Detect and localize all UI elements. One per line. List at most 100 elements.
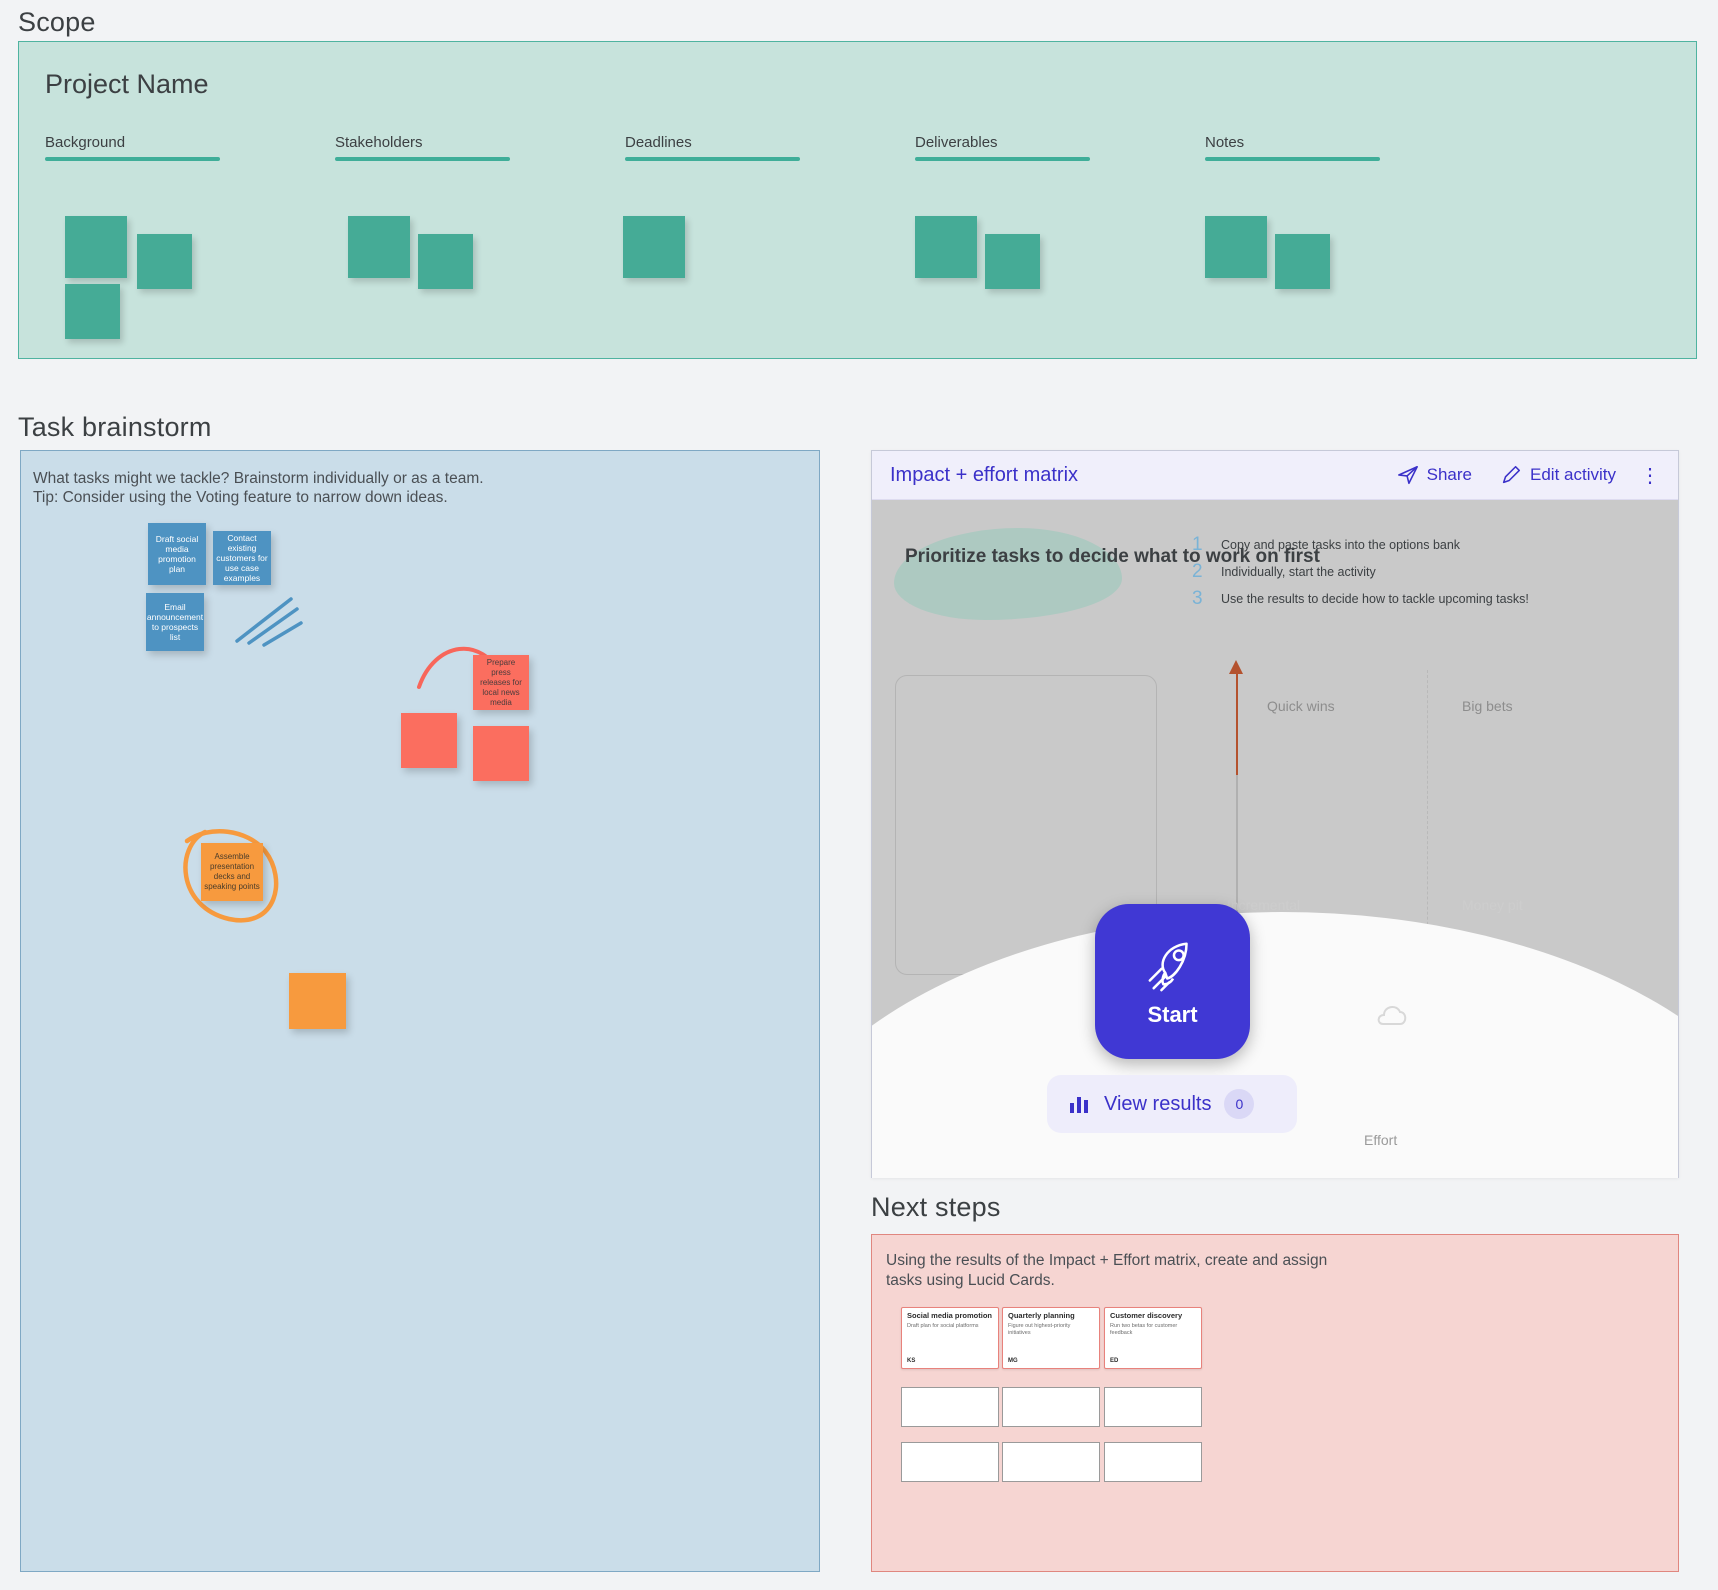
impact-axis — [1236, 670, 1238, 1090]
more-options-icon[interactable]: ⋮ — [1640, 464, 1660, 487]
sticky-note[interactable] — [137, 234, 192, 289]
matrix-plot-area: Quick wins Big bets Incremental Money pi… — [872, 650, 1678, 1178]
sticky-note-email-announcement[interactable]: Email announcement to prospects list — [146, 593, 204, 651]
rocket-icon — [1148, 941, 1188, 991]
card-owner: KS — [907, 1358, 916, 1364]
headline-blob-shape — [894, 528, 1122, 620]
scope-column-label: Deadlines — [625, 134, 692, 151]
scope-column-label: Deliverables — [915, 134, 998, 151]
scope-column-underline — [335, 157, 510, 161]
scope-column-underline — [1205, 157, 1380, 161]
sticky-note[interactable] — [985, 234, 1040, 289]
card-body: Run two betas for customer feedback — [1110, 1322, 1178, 1336]
step-text: Copy and paste tasks into the options ba… — [1221, 538, 1461, 552]
view-results-count-badge: 0 — [1224, 1089, 1255, 1119]
view-results-button[interactable]: View results 0 — [1047, 1075, 1297, 1133]
share-button[interactable]: Share — [1397, 464, 1472, 486]
quadrant-label-incremental: Incremental — [1227, 897, 1301, 913]
lucid-card-customer-discovery[interactable]: Customer discovery Run two betas for cus… — [1104, 1307, 1202, 1369]
sticky-note[interactable] — [348, 216, 410, 278]
project-name-heading[interactable]: Project Name — [45, 69, 209, 99]
edit-activity-button[interactable]: Edit activity — [1500, 464, 1616, 486]
scope-column-underline — [45, 157, 220, 161]
sticky-note-empty-orange[interactable] — [289, 973, 346, 1029]
card-owner: ED — [1110, 1358, 1119, 1364]
lucid-card-quarterly-planning[interactable]: Quarterly planning Figure out highest-pr… — [1002, 1307, 1100, 1369]
scope-column-underline — [625, 157, 800, 161]
pencil-icon — [1502, 465, 1521, 484]
step-number: 3 — [1192, 588, 1203, 609]
step-number: 2 — [1192, 561, 1203, 582]
view-results-label: View results — [1104, 1092, 1212, 1115]
impact-axis-highlight — [1236, 670, 1238, 775]
cloud-icon — [1377, 1006, 1407, 1025]
lucid-card-social-media-promotion[interactable]: Social media promotion Draft plan for so… — [901, 1307, 999, 1369]
matrix-step-1: 1 Copy and paste tasks into the options … — [1192, 534, 1461, 555]
brainstorm-instructions: What tasks might we tackle? Brainstorm i… — [33, 469, 484, 507]
next-steps-panel: Using the results of the Impact + Effort… — [871, 1234, 1679, 1572]
page-title-next-steps: Next steps — [871, 1192, 1001, 1222]
brainstorm-instruction-line-2: Tip: Consider using the Voting feature t… — [33, 489, 448, 506]
quadrant-label-money-pit: Money pit — [1462, 897, 1523, 913]
next-steps-instruction-line-2: tasks using Lucid Cards. — [886, 1272, 1055, 1289]
share-label: Share — [1426, 465, 1473, 484]
overlay-arc — [872, 912, 1678, 1178]
blank-card[interactable] — [901, 1442, 999, 1482]
next-steps-instructions: Using the results of the Impact + Effort… — [886, 1251, 1327, 1291]
step-text: Individually, start the activity — [1221, 565, 1376, 579]
step-number: 1 — [1192, 534, 1203, 555]
circle-annotation — [183, 829, 279, 923]
scope-column-notes: Notes — [1205, 134, 1380, 161]
card-title: Social media promotion — [907, 1311, 993, 1320]
card-body: Draft plan for social platforms — [907, 1322, 979, 1329]
card-body: Figure out highest-priority initiatives — [1008, 1322, 1071, 1336]
matrix-headline: Prioritize tasks to decide what to work … — [905, 546, 1320, 567]
send-icon — [1397, 465, 1418, 485]
start-button[interactable]: Start — [1095, 904, 1250, 1059]
page-title-task-brainstorm: Task brainstorm — [18, 412, 212, 442]
impact-effort-matrix-card: Impact + effort matrix Share Edit activi… — [871, 450, 1679, 1178]
matrix-title: Impact + effort matrix — [890, 463, 1079, 486]
scope-column-deadlines: Deadlines — [625, 134, 800, 161]
card-title: Customer discovery — [1110, 1311, 1183, 1320]
card-owner: MG — [1008, 1358, 1018, 1364]
scope-column-deliverables: Deliverables — [915, 134, 1090, 161]
scope-column-background: Background — [45, 134, 220, 161]
effort-axis-label: Effort — [1364, 1132, 1398, 1148]
blank-card[interactable] — [1104, 1442, 1202, 1482]
sticky-note-presentation-decks[interactable]: Assemble presentation decks and speaking… — [201, 843, 263, 901]
matrix-body: Prioritize tasks to decide what to work … — [872, 500, 1678, 1178]
scope-panel: Project Name Background Stakeholders Dea… — [18, 41, 1697, 359]
impact-axis-arrow-icon — [1229, 660, 1243, 674]
quadrant-divider-vertical — [1427, 670, 1428, 970]
sticky-note[interactable] — [915, 216, 977, 278]
edit-activity-label: Edit activity — [1530, 465, 1616, 484]
blank-card[interactable] — [901, 1387, 999, 1427]
bar-chart-icon — [1070, 1097, 1088, 1113]
sticky-note[interactable] — [623, 216, 685, 278]
quadrant-label-quick-wins: Quick wins — [1267, 698, 1335, 714]
brainstorm-instruction-line-1: What tasks might we tackle? Brainstorm i… — [33, 470, 484, 487]
blank-card[interactable] — [1002, 1387, 1100, 1427]
scope-column-label: Background — [45, 134, 126, 151]
sticky-note[interactable] — [1275, 234, 1330, 289]
sticky-note-empty-red-2[interactable] — [473, 726, 529, 781]
sticky-note[interactable] — [65, 216, 127, 278]
scribble-lines-annotation — [235, 597, 303, 647]
sticky-note-contact-customers[interactable]: Contact existing customers for use case … — [213, 531, 271, 585]
sticky-note[interactable] — [1205, 216, 1267, 278]
card-title: Quarterly planning — [1008, 1311, 1075, 1320]
sticky-note-empty-red-1[interactable] — [401, 713, 457, 768]
matrix-header: Impact + effort matrix Share Edit activi… — [872, 451, 1678, 500]
step-text: Use the results to decide how to tackle … — [1221, 592, 1529, 606]
blank-card[interactable] — [1002, 1442, 1100, 1482]
task-brainstorm-panel: What tasks might we tackle? Brainstorm i… — [20, 450, 820, 1572]
matrix-step-2: 2 Individually, start the activity — [1192, 561, 1376, 582]
blank-card[interactable] — [1104, 1387, 1202, 1427]
sticky-note-press-releases[interactable]: Prepare press releases for local news me… — [473, 655, 529, 710]
sticky-note-draft-social-media[interactable]: Draft social media promotion plan — [148, 523, 206, 585]
scope-column-stakeholders: Stakeholders — [335, 134, 510, 161]
sticky-note[interactable] — [65, 284, 120, 339]
sticky-note[interactable] — [418, 234, 473, 289]
start-label: Start — [1147, 1001, 1198, 1027]
